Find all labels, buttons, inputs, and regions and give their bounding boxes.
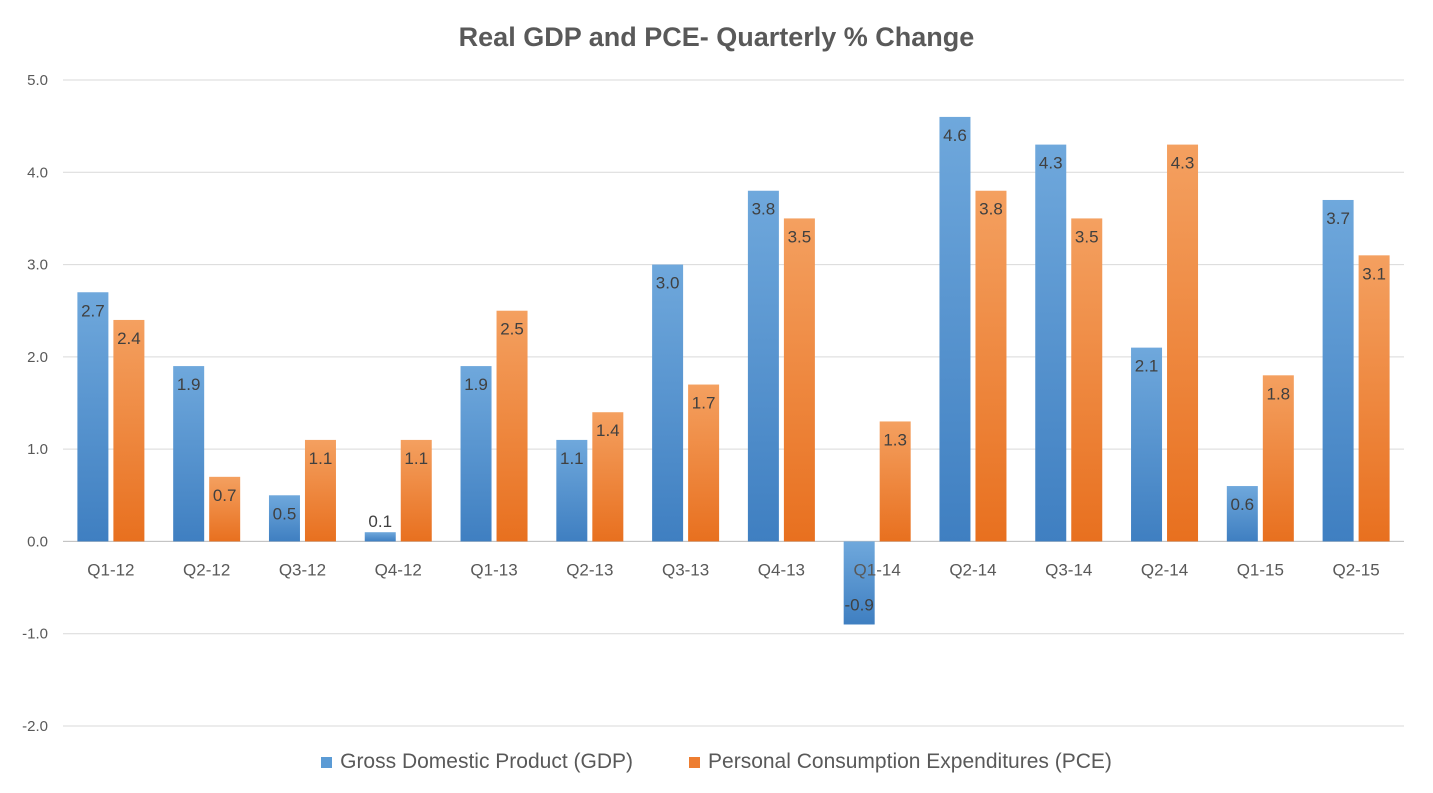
bar-pce: [783, 218, 815, 542]
data-label-gdp: 0.5: [273, 504, 297, 523]
y-tick-label: 5.0: [27, 72, 48, 89]
x-tick-label: Q2-13: [566, 560, 613, 579]
legend-swatch-pce: [689, 756, 701, 768]
bar-pce: [1167, 144, 1199, 542]
bar-gdp: [1035, 144, 1067, 542]
x-tick-label: Q1-15: [1237, 560, 1284, 579]
bar-gdp: [747, 190, 779, 542]
x-tick-label: Q1-14: [854, 560, 901, 579]
legend: Gross Domestic Product (GDP) Personal Co…: [0, 750, 1433, 774]
bar-gdp: [652, 264, 684, 542]
data-label-gdp: 0.6: [1231, 495, 1255, 514]
data-label-pce: 0.7: [213, 486, 237, 505]
x-tick-label: Q2-14: [1141, 560, 1188, 579]
bar-gdp: [939, 116, 971, 542]
data-label-gdp: 0.1: [368, 512, 392, 531]
bars: [77, 116, 1390, 625]
x-tick-label: Q3-13: [662, 560, 709, 579]
bar-pce: [496, 310, 528, 542]
bar-pce: [209, 476, 241, 542]
chart-title: Real GDP and PCE- Quarterly % Change: [458, 22, 975, 52]
bar-pce: [400, 439, 432, 542]
bar-pce: [1071, 218, 1103, 542]
legend-label-pce: Personal Consumption Expenditures (PCE): [708, 750, 1112, 773]
data-label-gdp: 1.9: [464, 375, 488, 394]
data-label-pce: 1.3: [883, 430, 907, 449]
bar-gdp: [556, 439, 588, 542]
x-tick-label: Q4-13: [758, 560, 805, 579]
bar-pce: [688, 384, 720, 542]
data-label-gdp: 3.0: [656, 274, 680, 293]
x-tick-label: Q1-12: [87, 560, 134, 579]
x-tick-label: Q2-15: [1332, 560, 1379, 579]
y-tick-label: -2.0: [22, 718, 48, 735]
legend-item-pce: Personal Consumption Expenditures (PCE): [689, 750, 1112, 774]
bar-gdp: [364, 532, 396, 542]
x-tick-label: Q3-14: [1045, 560, 1092, 579]
data-label-pce: 1.8: [1267, 384, 1291, 403]
bar-gdp: [1131, 347, 1163, 542]
y-tick-label: 2.0: [27, 349, 48, 366]
bar-gdp: [77, 292, 109, 542]
bar-pce: [1262, 375, 1294, 542]
data-label-pce: 1.1: [309, 449, 333, 468]
data-label-pce: 1.1: [404, 449, 428, 468]
data-label-gdp: 2.7: [81, 301, 105, 320]
data-label-pce: 3.1: [1362, 264, 1386, 283]
data-label-gdp: 2.1: [1135, 357, 1159, 376]
bar-gdp: [1322, 199, 1354, 542]
x-tick-label: Q3-12: [279, 560, 326, 579]
data-label-pce: 1.7: [692, 394, 716, 413]
bar-gdp: [843, 541, 875, 625]
data-label-gdp: 3.8: [752, 200, 776, 219]
data-labels: 2.7 2.4 1.9 0.7 0.5 1.1 0.1 1.1 1.9 2.5 1.1 1.4 3.0 1…: [81, 126, 1386, 615]
bar-pce: [592, 412, 624, 542]
data-label-pce: 2.5: [500, 320, 524, 339]
data-label-gdp: 4.6: [943, 126, 967, 145]
bar-gdp: [268, 495, 300, 542]
data-label-pce: 4.3: [1171, 154, 1195, 173]
data-label-pce: 3.8: [979, 200, 1003, 219]
data-label-gdp: 1.9: [177, 375, 201, 394]
data-label-pce: 2.4: [117, 329, 141, 348]
data-label-gdp: 1.1: [560, 449, 584, 468]
y-tick-label: -1.0: [22, 626, 48, 643]
y-tick-label: 3.0: [27, 257, 48, 274]
gridlines: [63, 79, 1404, 727]
legend-label-gdp: Gross Domestic Product (GDP): [340, 750, 634, 773]
y-tick-label: 4.0: [27, 164, 48, 181]
data-label-pce: 3.5: [1075, 227, 1099, 246]
bar-gdp: [1226, 486, 1258, 542]
data-label-pce: 3.5: [788, 227, 812, 246]
x-tick-label: Q2-12: [183, 560, 230, 579]
data-label-pce: 1.4: [596, 421, 620, 440]
data-label-gdp: 4.3: [1039, 154, 1063, 173]
axes: 5.0 4.0 3.0 2.0 1.0 0.0 -1.0 -2.0 Q1-12 Q2-12 Q3-1…: [22, 72, 1380, 735]
bar-gdp: [460, 366, 492, 542]
bar-gdp: [173, 366, 205, 542]
bar-pce: [879, 421, 911, 542]
y-tick-label: 1.0: [27, 441, 48, 458]
legend-item-gdp: Gross Domestic Product (GDP): [321, 750, 633, 774]
x-tick-label: Q1-13: [470, 560, 517, 579]
legend-swatch-gdp: [321, 756, 333, 768]
bar-pce: [975, 190, 1007, 542]
bar-pce: [1358, 255, 1390, 542]
bar-pce: [113, 319, 145, 542]
data-label-gdp: -0.9: [845, 595, 874, 614]
bar-pce: [304, 439, 336, 542]
y-tick-label: 0.0: [27, 533, 48, 550]
x-tick-label: Q2-14: [949, 560, 996, 579]
x-tick-label: Q4-12: [375, 560, 422, 579]
data-label-gdp: 3.7: [1326, 209, 1350, 228]
